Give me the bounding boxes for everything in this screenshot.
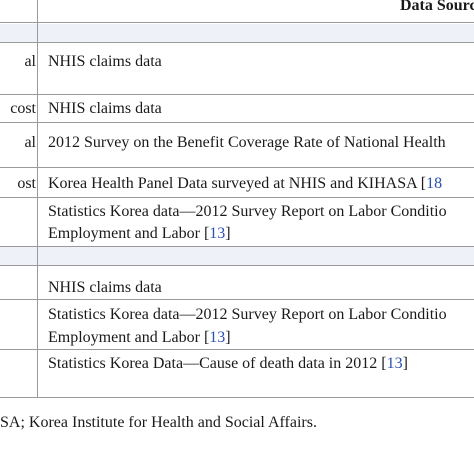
- column-header-data-source: Data Source: [400, 0, 474, 14]
- data-source-cell: Employment and Labor [13]: [48, 326, 231, 350]
- data-source-cell: Statistics Korea data—2012 Survey Report…: [48, 306, 447, 323]
- data-source-cell: Korea Health Panel Data surveyed at NHIS…: [48, 172, 442, 196]
- table-rule: [0, 94, 474, 95]
- table-rule: [0, 246, 474, 247]
- table-footnote: SA; Korea Institute for Health and Socia…: [0, 414, 317, 431]
- row-label-fragment: ost: [17, 175, 36, 192]
- citation-link[interactable]: 18: [426, 175, 443, 192]
- data-source-text: Korea Health Panel Data surveyed at NHIS…: [48, 175, 427, 192]
- data-source-cell: NHIS claims data: [48, 53, 162, 70]
- bracket-close: ]: [225, 225, 231, 242]
- table-rule: [0, 22, 474, 23]
- data-source-cell: 2012 Survey on the Benefit Coverage Rate…: [48, 134, 446, 151]
- data-source-cell: Employment and Labor [13]: [48, 222, 231, 246]
- citation-link[interactable]: 13: [209, 329, 226, 346]
- table-spacer-row: [0, 24, 474, 42]
- table-rule: [0, 167, 474, 168]
- table-rule: [0, 265, 474, 266]
- data-source-text: Employment and Labor [: [48, 225, 210, 242]
- row-label-fragment: al: [24, 134, 36, 151]
- table-spacer-row: [0, 246, 474, 265]
- table-rule: [0, 197, 474, 198]
- bracket-close: ]: [225, 329, 231, 346]
- data-source-cell: Statistics Korea Data—Cause of death dat…: [48, 352, 408, 376]
- citation-link[interactable]: 13: [209, 225, 226, 242]
- table-rule: [0, 397, 474, 398]
- data-source-cell: Statistics Korea data—2012 Survey Report…: [48, 203, 447, 220]
- column-divider: [37, 0, 38, 398]
- row-label-fragment: cost: [10, 100, 36, 117]
- citation-link[interactable]: 13: [386, 355, 403, 372]
- table-rule: [0, 122, 474, 123]
- table-rule: [0, 349, 474, 350]
- row-label-fragment: al: [24, 53, 36, 70]
- table-rule: [0, 299, 474, 300]
- data-source-text: Statistics Korea Data—Cause of death dat…: [48, 355, 387, 372]
- table-rule: [0, 42, 474, 43]
- data-source-cell: NHIS claims data: [48, 100, 162, 117]
- bracket-close: ]: [402, 355, 408, 372]
- data-source-cell: NHIS claims data: [48, 279, 162, 296]
- data-source-text: Employment and Labor [: [48, 329, 210, 346]
